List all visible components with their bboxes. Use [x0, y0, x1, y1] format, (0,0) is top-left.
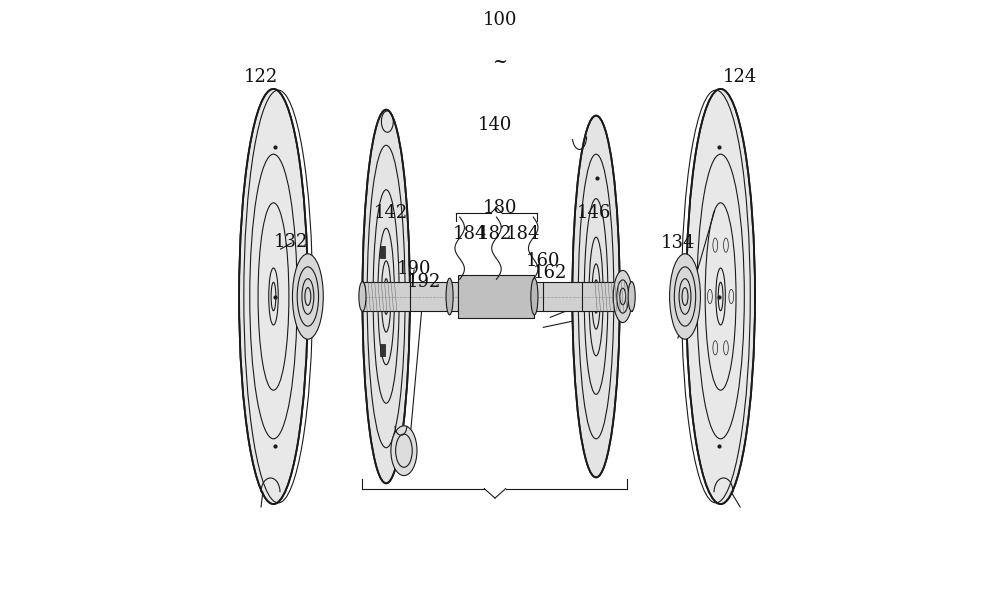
Text: 160: 160 — [526, 252, 561, 270]
Text: 190: 190 — [397, 260, 431, 278]
Text: 142: 142 — [374, 205, 408, 222]
Text: 162: 162 — [533, 264, 568, 282]
Ellipse shape — [292, 254, 323, 339]
Bar — [362, 282, 632, 311]
Ellipse shape — [391, 426, 417, 476]
Text: 184: 184 — [505, 225, 540, 243]
Text: 184: 184 — [453, 225, 488, 243]
Bar — [458, 275, 534, 318]
Bar — [380, 344, 385, 356]
Ellipse shape — [572, 116, 620, 477]
Text: 140: 140 — [478, 116, 512, 133]
Ellipse shape — [362, 110, 410, 483]
Ellipse shape — [670, 254, 700, 339]
Text: 124: 124 — [723, 68, 757, 86]
Ellipse shape — [359, 282, 366, 311]
Text: 180: 180 — [483, 199, 517, 216]
Text: 192: 192 — [407, 273, 441, 291]
Text: 132: 132 — [274, 233, 308, 251]
Text: 134: 134 — [661, 234, 695, 252]
Text: 182: 182 — [478, 225, 512, 243]
Text: 146: 146 — [577, 205, 611, 222]
Text: 122: 122 — [244, 68, 278, 86]
Ellipse shape — [446, 278, 453, 315]
Bar — [380, 246, 385, 258]
Ellipse shape — [239, 89, 308, 504]
Ellipse shape — [613, 270, 632, 323]
Text: ~: ~ — [492, 53, 508, 71]
Text: 100: 100 — [483, 11, 517, 29]
Ellipse shape — [686, 89, 755, 504]
Ellipse shape — [628, 282, 635, 311]
Ellipse shape — [531, 278, 538, 315]
